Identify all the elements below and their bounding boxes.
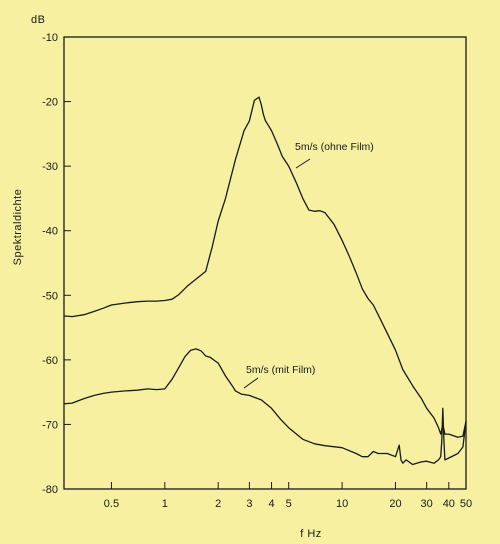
y-tick-label: -10 <box>42 32 58 44</box>
series-line-mit-film <box>63 348 467 466</box>
x-tick-label: 1 <box>162 498 168 510</box>
x-axis-title: f Hz <box>300 528 322 540</box>
x-tick-label: 5 <box>286 498 292 510</box>
x-tick-label: 20 <box>389 498 401 510</box>
y-tick-label: -40 <box>42 226 58 238</box>
x-tick-label: 2 <box>215 498 221 510</box>
annotation-ohne-film: 5m/s (ohne Film) <box>295 141 374 153</box>
x-tick-label: 4 <box>268 498 274 510</box>
x-axis: 0.5 1 2 3 4 5 10 20 30 40 50 <box>104 482 472 510</box>
y-axis-unit: dB <box>31 14 45 26</box>
annotation-leader-mit-film <box>243 377 259 389</box>
x-tick-label: 40 <box>443 498 455 510</box>
x-tick-label: 0.5 <box>104 498 119 510</box>
y-axis: -10 -20 -30 -40 -50 -60 -70 -80 <box>42 32 71 496</box>
y-tick-label: -50 <box>42 290 58 302</box>
x-tick-label: 50 <box>460 498 472 510</box>
y-tick-label: -80 <box>42 484 58 496</box>
x-tick-label: 30 <box>421 498 433 510</box>
series-line-ohne-film <box>63 96 467 438</box>
x-tick-label: 3 <box>246 498 252 510</box>
x-tick-label: 10 <box>336 498 348 510</box>
y-tick-label: -60 <box>42 355 58 367</box>
annotation-leader-ohne-film <box>295 158 311 169</box>
plot-frame <box>63 36 467 490</box>
series-layer <box>63 96 467 466</box>
y-axis-title: Spektraldichte <box>12 189 24 266</box>
y-tick-label: -30 <box>42 161 58 173</box>
y-tick-label: -70 <box>42 419 58 431</box>
y-tick-label: -20 <box>42 97 58 109</box>
annotation-mit-film: 5m/s (mit Film) <box>246 364 315 376</box>
